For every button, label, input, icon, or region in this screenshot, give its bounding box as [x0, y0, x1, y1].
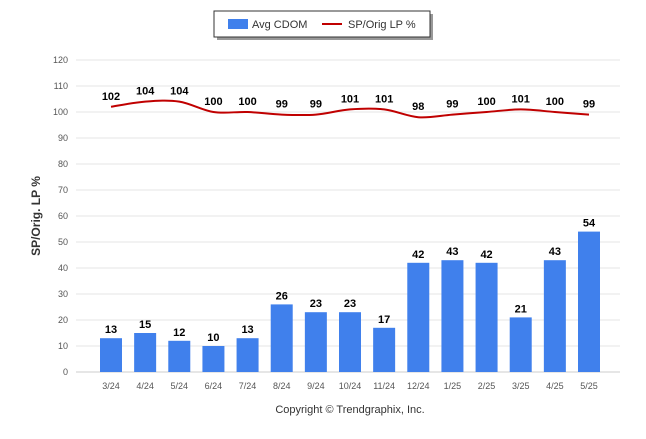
bar	[168, 340, 191, 372]
line-label: 101	[341, 93, 359, 105]
line-label: 99	[276, 99, 288, 111]
line-label: 99	[583, 99, 595, 111]
y-tick-label: 100	[53, 107, 68, 117]
bar	[578, 231, 600, 372]
bar	[475, 262, 498, 372]
x-tick-label: 7/24	[239, 381, 257, 391]
bar	[270, 304, 293, 372]
y-tick-label: 20	[58, 315, 68, 325]
y-tick-label: 0	[63, 367, 68, 377]
bar-label: 10	[207, 332, 219, 344]
legend-label-line: SP/Orig LP %	[348, 19, 416, 31]
y-tick-label: 60	[58, 211, 68, 221]
line-label: 104	[170, 86, 189, 98]
x-tick-label: 9/24	[307, 381, 325, 391]
bar-label: 43	[549, 246, 561, 258]
line-labels: 102 104 104 100 100 99 99 101 101 98 99 100 101 100 99	[102, 86, 595, 114]
bar	[441, 260, 464, 372]
bar-label: 42	[412, 249, 424, 261]
bar-label: 15	[139, 319, 151, 331]
x-axis-ticks: 3/24 4/24 5/24 6/24 7/24 8/24 9/24 10/24 11/24 12…	[102, 381, 598, 391]
y-tick-label: 80	[58, 159, 68, 169]
bar-label: 42	[480, 249, 492, 261]
x-tick-label: 10/24	[339, 381, 362, 391]
line-path	[110, 99, 590, 119]
y-axis-ticks: 0 10 20 30 40 50 60 70 80 90 100 110 120	[53, 55, 68, 377]
x-tick-label: 11/24	[373, 381, 395, 391]
line-label: 100	[477, 96, 495, 108]
x-tick-label: 2/25	[478, 381, 496, 391]
bar	[407, 262, 430, 372]
y-tick-label: 110	[54, 81, 68, 91]
x-tick-label: 3/25	[512, 381, 530, 391]
bar	[236, 338, 259, 372]
x-tick-label: 12/24	[407, 381, 430, 391]
bar	[509, 317, 532, 372]
line-label: 98	[412, 101, 424, 113]
bar-label: 23	[344, 298, 356, 310]
y-tick-label: 90	[58, 133, 68, 143]
x-tick-label: 4/24	[136, 381, 154, 391]
line-label: 100	[238, 96, 256, 108]
bar-label: 26	[276, 290, 288, 302]
bar	[202, 346, 225, 372]
bars	[100, 231, 600, 372]
y-tick-label: 40	[58, 263, 68, 273]
bar-label: 12	[173, 327, 185, 339]
y-tick-label: 50	[58, 237, 68, 247]
line-label: 102	[102, 91, 120, 103]
line-label: 99	[310, 99, 322, 111]
line-label: 101	[512, 93, 530, 105]
line-label: 101	[375, 93, 393, 105]
line-label: 100	[546, 96, 564, 108]
bar-label: 17	[378, 314, 390, 326]
line-label: 99	[446, 99, 458, 111]
bar	[543, 260, 566, 372]
x-tick-label: 4/25	[546, 381, 564, 391]
bar	[134, 333, 157, 372]
bar	[339, 312, 361, 372]
copyright-footer: Copyright © Trendgraphix, Inc.	[275, 404, 424, 416]
legend-swatch-bar	[228, 19, 248, 29]
line-label: 104	[136, 86, 155, 98]
x-tick-label: 3/24	[102, 381, 120, 391]
x-tick-label: 5/25	[580, 381, 598, 391]
bar-label: 43	[446, 246, 458, 258]
x-tick-label: 6/24	[205, 381, 223, 391]
y-tick-label: 10	[58, 341, 68, 351]
bar	[373, 327, 396, 372]
bar-label: 54	[583, 218, 596, 230]
legend: Avg CDOM SP/Orig LP %	[213, 10, 433, 40]
bar-label: 13	[241, 324, 253, 336]
y-tick-label: 70	[58, 185, 68, 195]
bar	[100, 338, 122, 372]
bar-labels: 13 15 12 10 13 26 23 23 17 42 43 42 21 43 54	[105, 218, 596, 344]
x-tick-label: 8/24	[273, 381, 291, 391]
y-tick-label: 120	[53, 55, 68, 65]
x-tick-label: 1/25	[444, 381, 462, 391]
bar-label: 21	[515, 303, 527, 315]
line-label: 100	[204, 96, 222, 108]
line-series	[110, 99, 590, 119]
bar-label: 13	[105, 324, 117, 336]
bar	[304, 312, 327, 372]
bar-label: 23	[310, 298, 322, 310]
y-tick-label: 30	[58, 289, 68, 299]
legend-label-bar: Avg CDOM	[252, 19, 307, 31]
y-axis-label: SP/Orig. LP %	[29, 176, 43, 256]
x-tick-label: 5/24	[171, 381, 189, 391]
